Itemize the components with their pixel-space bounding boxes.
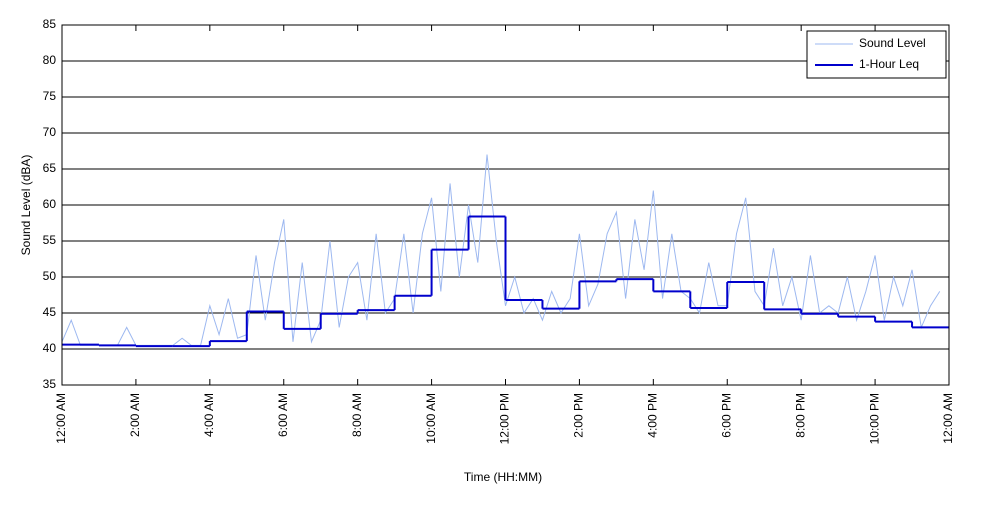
y-tick-label: 85 [43,17,57,31]
x-tick-label: 12:00 AM [941,393,955,444]
y-tick-label: 75 [43,89,57,103]
x-tick-label: 6:00 PM [719,393,733,438]
y-tick-label: 45 [43,305,57,319]
y-tick-label: 35 [43,377,57,391]
legend [806,30,947,79]
y-tick-label: 50 [43,269,57,283]
sound-level-line [61,154,941,346]
y-tick-label: 70 [43,125,57,139]
y-axis-title: Sound Level (dBA) [19,155,33,256]
y-tick-label: 65 [43,161,57,175]
y-tick-label: 55 [43,233,57,247]
x-tick-label: 4:00 AM [202,393,216,437]
y-tick-label: 40 [43,341,57,355]
x-tick-label: 2:00 AM [128,393,142,437]
x-tick-label: 2:00 PM [572,393,586,438]
x-tick-label: 12:00 PM [498,393,512,444]
legend-label: Sound Level [859,36,926,50]
y-tick-label: 60 [43,197,57,211]
legend-label: 1-Hour Leq [859,57,919,71]
x-tick-label: 10:00 AM [424,393,438,444]
x-tick-label: 4:00 PM [646,393,660,438]
plot-frame [61,24,950,386]
x-tick-label: 12:00 AM [54,393,68,444]
x-axis-title: Time (HH:MM) [464,470,542,484]
x-tick-label: 8:00 AM [350,393,364,437]
x-tick-label: 6:00 AM [276,393,290,437]
x-tick-label: 10:00 PM [867,393,881,444]
x-tick-label: 8:00 PM [793,393,807,438]
y-tick-label: 80 [43,53,57,67]
